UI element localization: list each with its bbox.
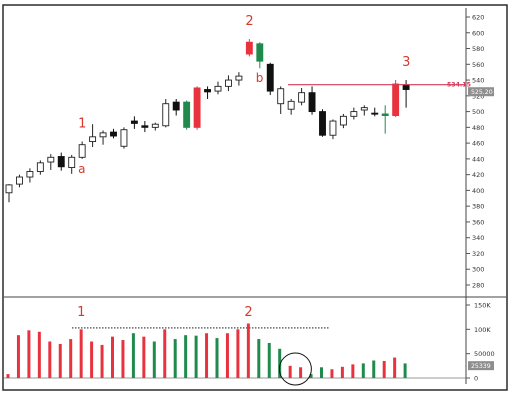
price-panel: 2803003203403603804004204404604805005205… xyxy=(5,14,494,290)
price-tick-label: 460 xyxy=(472,140,484,148)
candle-body xyxy=(172,101,180,111)
candle-body xyxy=(47,156,55,163)
candle-body xyxy=(381,113,389,116)
candle-body xyxy=(360,107,368,111)
candle-body xyxy=(36,162,44,172)
price-tick-label: 360 xyxy=(472,218,484,226)
candle-body xyxy=(78,144,86,158)
candle-body xyxy=(235,75,243,81)
price-annotation: 3 xyxy=(402,55,410,70)
candle-body xyxy=(214,85,222,92)
price-tick-label: 580 xyxy=(472,45,484,53)
candle-body xyxy=(402,84,410,90)
price-tick-label: 420 xyxy=(472,171,484,179)
candle-body xyxy=(392,83,400,116)
price-annotation: b xyxy=(256,71,264,85)
candle-body xyxy=(371,112,379,115)
candle-body xyxy=(298,92,306,103)
price-tick-label: 600 xyxy=(472,29,484,37)
price-tick-label: 440 xyxy=(472,155,484,163)
price-tick-label: 560 xyxy=(472,61,484,69)
candle-body xyxy=(287,100,295,110)
price-tick-label: 400 xyxy=(472,187,484,195)
candle-body xyxy=(339,115,347,126)
volume-tick-label: 0 xyxy=(474,375,478,383)
last-price-marker: 525.20 xyxy=(471,89,493,96)
candle-body xyxy=(5,184,13,194)
volume-annotation: 2 xyxy=(244,305,252,320)
candle-body xyxy=(162,103,170,127)
candle-body xyxy=(266,63,274,92)
candle-body xyxy=(308,92,316,113)
candle-body xyxy=(120,129,128,147)
price-tick-label: 500 xyxy=(472,108,484,116)
candle-body xyxy=(110,131,117,137)
candle-body xyxy=(256,43,264,62)
price-tick-label: 520 xyxy=(472,92,484,100)
price-tick-label: 320 xyxy=(472,250,484,258)
price-tick-label: 300 xyxy=(472,266,484,274)
outer-border xyxy=(2,4,508,391)
volume-panel: 0 50000 100K 150K 25339 1 2 xyxy=(4,302,495,386)
last-price-marker-bg xyxy=(468,87,494,97)
candle-body xyxy=(130,120,138,124)
candle-body xyxy=(193,87,201,128)
volume-tick-label: 150K xyxy=(474,302,491,310)
candle-body xyxy=(151,123,159,128)
candle-body xyxy=(224,79,232,87)
price-tick-label: 540 xyxy=(472,77,484,85)
price-annotation: 2 xyxy=(245,14,253,29)
candle-body xyxy=(141,125,149,128)
last-volume-marker: 25339 xyxy=(471,363,491,370)
candle-body xyxy=(245,41,253,55)
price-tick-label: 280 xyxy=(472,282,484,290)
price-annotation: a xyxy=(78,162,85,176)
price-tick-label: 340 xyxy=(472,234,484,242)
candle-body xyxy=(204,89,212,93)
candle-body xyxy=(329,120,337,136)
price-tick-label: 480 xyxy=(472,124,484,132)
candle-body xyxy=(277,88,285,105)
volume-highlight-circle xyxy=(278,352,312,386)
price-tick-label: 620 xyxy=(472,14,484,22)
candle-body xyxy=(26,171,34,178)
candle-body xyxy=(16,176,23,185)
volume-tick-label: 50000 xyxy=(474,350,495,358)
volume-tick-label: 100K xyxy=(474,326,491,334)
candle-body xyxy=(89,136,97,142)
candle-body xyxy=(57,156,65,168)
candle-body xyxy=(68,156,76,169)
candle-body xyxy=(350,111,358,117)
chart-frame xyxy=(2,4,508,391)
candle-body xyxy=(183,101,191,128)
resistance-label: 534.15 xyxy=(447,82,471,89)
price-tick-label: 380 xyxy=(472,203,484,211)
price-annotation: 1 xyxy=(78,117,86,132)
candle-body xyxy=(99,132,107,138)
last-volume-marker-bg xyxy=(468,361,494,371)
candle-body xyxy=(319,111,326,136)
volume-annotation: 1 xyxy=(77,305,85,320)
